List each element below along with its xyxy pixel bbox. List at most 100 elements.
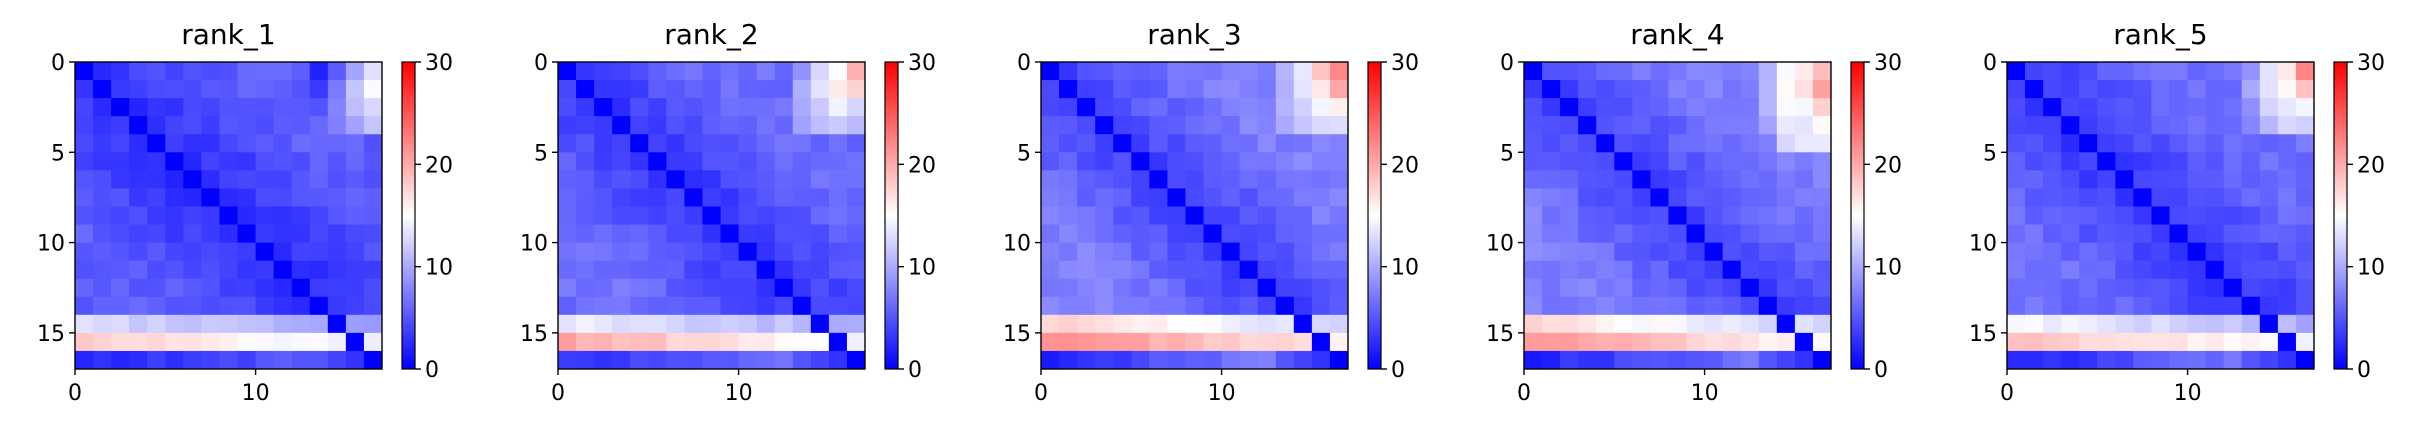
heatmap-cell-11-1 — [1542, 260, 1561, 280]
heatmap-cell-5-0 — [558, 152, 577, 171]
heatmap-cell-5-13 — [2241, 152, 2261, 171]
heatmap-cell-0-3 — [2061, 62, 2080, 81]
heatmap-cell-0-8 — [1185, 62, 1205, 81]
heatmap-cell-4-3 — [1578, 134, 1597, 153]
heatmap-cell-12-12 — [1740, 278, 1760, 298]
heatmap-cell-4-16 — [1329, 134, 1349, 153]
heatmap-cell-16-12 — [2223, 350, 2243, 370]
heatmap-cell-11-5 — [648, 260, 667, 280]
heatmap-cell-10-4 — [1596, 242, 1615, 262]
colorbar-tick-label: 30 — [908, 51, 936, 76]
heatmap-cell-15-2 — [111, 332, 130, 352]
x-tick-label: 10 — [242, 381, 270, 406]
heatmap-cell-3-4 — [1113, 116, 1132, 135]
heatmap-cell-0-4 — [2079, 62, 2098, 81]
heatmap-cell-1-0 — [75, 80, 94, 99]
heatmap-cell-12-9 — [237, 278, 257, 298]
heatmap-cell-12-7 — [1650, 278, 1669, 298]
heatmap-cell-3-5 — [165, 116, 184, 135]
heatmap-cell-7-16 — [363, 188, 383, 207]
heatmap-cell-14-15 — [828, 314, 848, 334]
heatmap-cell-8-11 — [2205, 206, 2225, 226]
heatmap-cell-15-15 — [1311, 332, 1331, 352]
heatmap-cell-15-10 — [2187, 332, 2207, 352]
heatmap-cell-4-12 — [774, 134, 794, 153]
heatmap-cell-7-13 — [792, 188, 812, 207]
heatmap-cell-10-6 — [1149, 242, 1168, 262]
heatmap-cell-15-9 — [1686, 332, 1706, 352]
heatmap-cell-10-7 — [1167, 242, 1186, 262]
heatmap-cell-11-9 — [1203, 260, 1223, 280]
heatmap-cell-14-1 — [1059, 314, 1078, 334]
heatmap-cell-15-6 — [1632, 332, 1651, 352]
heatmap-cell-12-15 — [345, 278, 365, 298]
heatmap-cell-12-8 — [1668, 278, 1688, 298]
heatmap-cell-10-3 — [612, 242, 631, 262]
heatmap-cell-7-1 — [1542, 188, 1561, 207]
heatmap-cell-9-0 — [558, 224, 577, 244]
heatmap-cell-5-2 — [594, 152, 613, 171]
heatmap-cell-1-11 — [273, 80, 293, 99]
heatmap-cell-11-3 — [2061, 260, 2080, 280]
heatmap-cell-10-14 — [2259, 242, 2279, 262]
heatmap-cell-11-6 — [666, 260, 685, 280]
heatmap-cell-11-16 — [363, 260, 383, 280]
heatmap-cell-7-9 — [1686, 188, 1706, 207]
heatmap-cell-16-5 — [2097, 350, 2116, 370]
heatmap-cell-3-15 — [828, 116, 848, 135]
heatmap-cell-11-13 — [792, 260, 812, 280]
heatmap-cell-0-6 — [2115, 62, 2134, 81]
heatmap-cell-9-11 — [1239, 224, 1259, 244]
heatmap-cell-12-2 — [111, 278, 130, 298]
heatmap-cell-0-8 — [2151, 62, 2171, 81]
heatmap-cell-7-1 — [93, 188, 112, 207]
heatmap-cell-3-7 — [1167, 116, 1186, 135]
heatmap-cell-15-9 — [237, 332, 257, 352]
heatmap-cell-4-12 — [291, 134, 311, 153]
heatmap-cell-0-15 — [2277, 62, 2297, 81]
heatmap-cell-15-6 — [183, 332, 202, 352]
heatmap-cell-15-9 — [1203, 332, 1223, 352]
heatmap-cell-3-6 — [1632, 116, 1651, 135]
heatmap-cell-13-15 — [345, 296, 365, 316]
heatmap-cell-1-3 — [1578, 80, 1597, 99]
heatmap-cell-8-0 — [1524, 206, 1543, 226]
heatmap-cell-7-7 — [1167, 188, 1186, 207]
heatmap-cell-3-4 — [147, 116, 166, 135]
heatmap-cell-1-13 — [792, 80, 812, 99]
heatmap-cell-15-4 — [1596, 332, 1615, 352]
heatmap-cell-13-10 — [255, 296, 275, 316]
heatmap-cell-12-15 — [2277, 278, 2297, 298]
heatmap-cell-16-4 — [1596, 350, 1615, 370]
heatmap-cell-9-5 — [648, 224, 667, 244]
heatmap-cell-3-15 — [345, 116, 365, 135]
heatmap-cell-6-10 — [255, 170, 275, 189]
heatmap-cell-13-2 — [594, 296, 613, 316]
heatmap-cell-3-16 — [846, 116, 866, 135]
heatmap-cell-11-0 — [2007, 260, 2026, 280]
heatmap-cell-12-4 — [1113, 278, 1132, 298]
heatmap-cell-0-7 — [1650, 62, 1669, 81]
heatmap-cell-1-14 — [327, 80, 347, 99]
heatmap-cell-6-0 — [75, 170, 94, 189]
heatmap-cell-2-9 — [1686, 98, 1706, 117]
heatmap-cell-1-6 — [183, 80, 202, 99]
heatmap-cell-4-10 — [1704, 134, 1724, 153]
x-tick-label: 0 — [68, 381, 82, 406]
heatmap-cell-9-9 — [1686, 224, 1706, 244]
heatmap-cell-7-10 — [1704, 188, 1724, 207]
heatmap-cell-14-2 — [2043, 314, 2062, 334]
heatmap-cell-11-15 — [1794, 260, 1814, 280]
heatmap-cell-13-3 — [1578, 296, 1597, 316]
heatmap-cell-15-3 — [2061, 332, 2080, 352]
heatmap-cell-14-6 — [1149, 314, 1168, 334]
heatmap-cell-14-10 — [2187, 314, 2207, 334]
colorbar-tick-label: 20 — [1391, 153, 1419, 178]
heatmap-cell-0-0 — [1524, 62, 1543, 81]
heatmap-cell-4-1 — [1542, 134, 1561, 153]
x-tick-label: 0 — [551, 381, 565, 406]
heatmap-cell-3-9 — [720, 116, 740, 135]
heatmap-cell-8-7 — [201, 206, 220, 226]
heatmap-cell-5-13 — [1758, 152, 1778, 171]
heatmap-cell-10-2 — [111, 242, 130, 262]
